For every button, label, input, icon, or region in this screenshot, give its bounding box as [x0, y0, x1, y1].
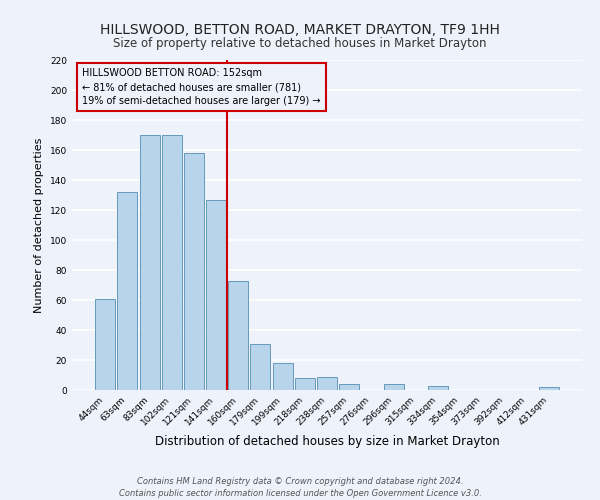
Text: Size of property relative to detached houses in Market Drayton: Size of property relative to detached ho…: [113, 38, 487, 51]
Bar: [118, 192, 137, 390]
Text: Contains HM Land Registry data © Crown copyright and database right 2024.
Contai: Contains HM Land Registry data © Crown c…: [119, 476, 481, 498]
Text: HILLSWOOD, BETTON ROAD, MARKET DRAYTON, TF9 1HH: HILLSWOOD, BETTON ROAD, MARKET DRAYTON, …: [100, 22, 500, 36]
Bar: [228, 280, 248, 390]
Bar: [272, 363, 293, 390]
Bar: [539, 387, 559, 390]
Bar: [295, 378, 315, 390]
Bar: [317, 376, 337, 390]
Bar: [206, 200, 226, 390]
Bar: [383, 384, 404, 390]
Bar: [428, 386, 448, 390]
Bar: [184, 153, 204, 390]
X-axis label: Distribution of detached houses by size in Market Drayton: Distribution of detached houses by size …: [155, 436, 499, 448]
Bar: [339, 384, 359, 390]
Text: HILLSWOOD BETTON ROAD: 152sqm
← 81% of detached houses are smaller (781)
19% of : HILLSWOOD BETTON ROAD: 152sqm ← 81% of d…: [82, 68, 320, 106]
Y-axis label: Number of detached properties: Number of detached properties: [34, 138, 44, 312]
Bar: [162, 135, 182, 390]
Bar: [250, 344, 271, 390]
Bar: [95, 298, 115, 390]
Bar: [140, 135, 160, 390]
